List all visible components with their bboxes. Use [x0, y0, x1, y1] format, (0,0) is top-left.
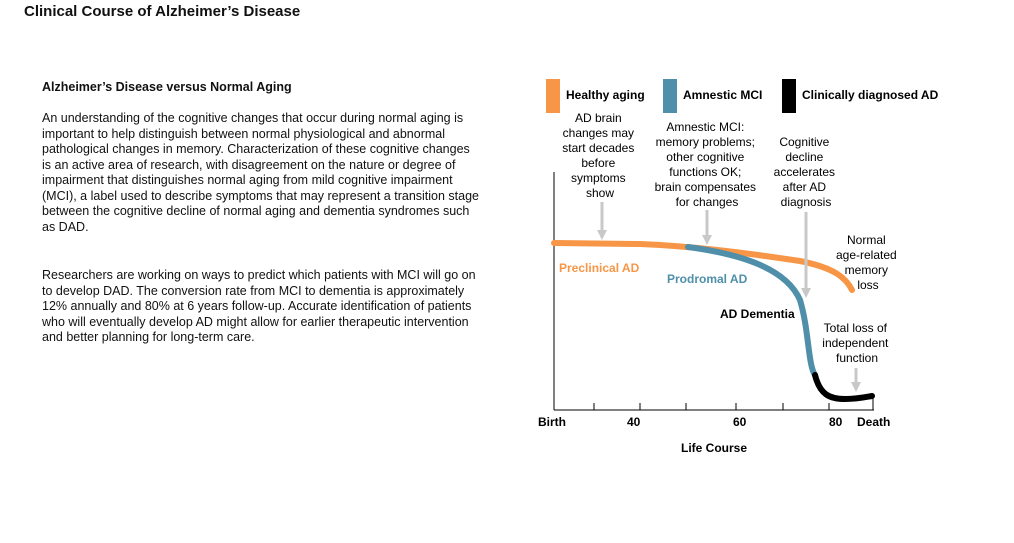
annotation-brain-changes: AD brain changes may start decades befor…: [562, 111, 637, 200]
curve-clinical-ad: [812, 372, 875, 403]
tick-label-60: 60: [733, 415, 747, 429]
curve-healthy-aging: [551, 240, 855, 293]
annotation-line: independent: [822, 336, 889, 350]
page-title: Clinical Course of Alzheimer’s Disease: [24, 3, 301, 20]
annotation-line: show: [586, 186, 614, 200]
tick-label-40: 40: [627, 415, 641, 429]
annotation-line: other cognitive: [666, 150, 744, 164]
x-axis-label: Life Course: [681, 441, 747, 455]
paragraph-mci-prediction: Researchers are working on ways to predi…: [42, 268, 476, 344]
legend: Healthy aging Amnestic MCI Clinically di…: [546, 79, 939, 113]
annotation-line: changes may: [563, 126, 634, 140]
tick-label-80: 80: [829, 415, 843, 429]
curves: [551, 240, 875, 403]
annotation-line: for changes: [676, 195, 739, 209]
legend-swatch-healthy: [546, 79, 560, 113]
legend-label-mci: Amnestic MCI: [683, 88, 762, 102]
annotation-line: Normal: [847, 233, 886, 247]
annotation-line: age-related: [836, 248, 897, 262]
annotation-line: Total loss of: [824, 321, 888, 335]
legend-label-ad: Clinically diagnosed AD: [802, 88, 939, 102]
stage-label-prodromal: Prodromal AD: [667, 272, 748, 286]
annotation-mci: Amnestic MCI: memory problems; other cog…: [655, 120, 760, 209]
annotation-line: AD brain: [575, 111, 622, 125]
annotation-line: symptoms: [571, 171, 626, 185]
annotation-total-loss: Total loss of independent function: [822, 321, 891, 365]
arrow-head: [801, 288, 811, 298]
annotation-line: loss: [857, 278, 878, 292]
paragraph-normal-aging: An understanding of the cognitive change…: [42, 111, 479, 234]
annotation-line: function: [836, 351, 878, 365]
annotation-line: start decades: [562, 141, 634, 155]
arrow-head: [702, 235, 712, 245]
annotation-line: brain compensates: [655, 180, 756, 194]
annotation-line: after AD: [783, 180, 827, 194]
curve-amnestic-mci: [685, 244, 818, 378]
annotation-line: before: [581, 156, 615, 170]
annotation-decline: Cognitive decline accelerates after AD d…: [774, 135, 839, 209]
annotation-line: memory problems;: [656, 135, 755, 149]
annotation-line: diagnosis: [781, 195, 832, 209]
annotation-line: Cognitive: [779, 135, 829, 149]
stage-label-preclinical: Preclinical AD: [559, 261, 640, 275]
arrow-head: [851, 382, 861, 392]
section-heading: Alzheimer’s Disease versus Normal Aging: [42, 80, 292, 94]
annotation-line: accelerates: [774, 165, 835, 179]
annotation-normal-loss: Normal age-related memory loss: [836, 233, 900, 292]
legend-label-healthy: Healthy aging: [566, 88, 645, 102]
stage-label-dementia: AD Dementia: [720, 307, 795, 321]
tick-label-birth: Birth: [538, 415, 566, 429]
annotation-line: Amnestic MCI:: [666, 120, 744, 134]
axes: Birth 40 60 80 Death Life Course: [538, 172, 890, 455]
tick-label-death: Death: [857, 415, 890, 429]
legend-swatch-ad: [782, 79, 796, 113]
annotation-line: functions OK;: [669, 165, 741, 179]
arrow-head: [597, 230, 607, 240]
legend-swatch-mci: [663, 79, 677, 113]
annotation-arrows: [597, 202, 861, 392]
annotation-line: decline: [785, 150, 823, 164]
annotation-line: memory: [845, 263, 888, 277]
